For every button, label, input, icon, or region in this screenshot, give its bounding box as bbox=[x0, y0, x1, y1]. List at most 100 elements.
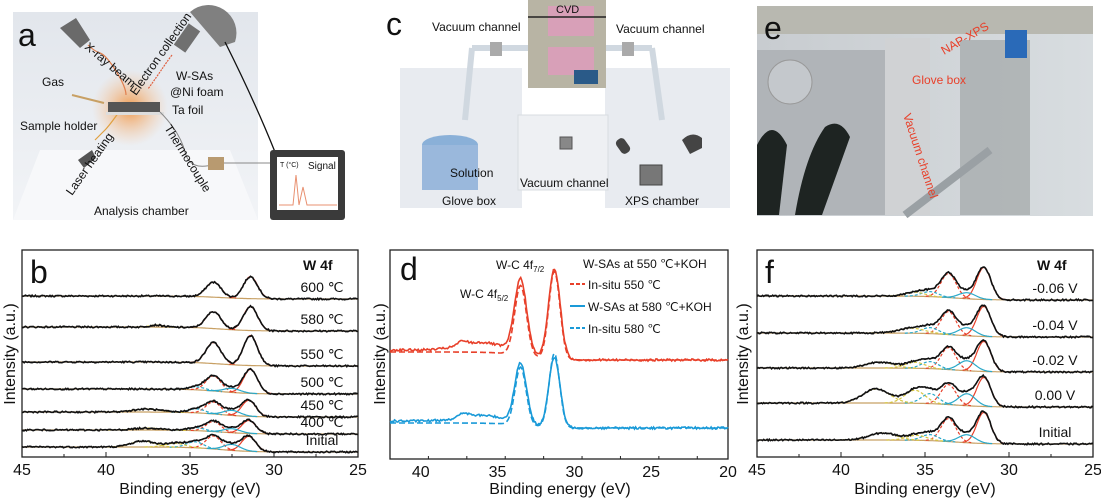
label-glove-box: Glove box bbox=[442, 194, 496, 208]
label-vacuum-channel-middle: Vacuum channel bbox=[520, 176, 609, 190]
envelope-fit-line bbox=[22, 305, 358, 332]
envelope-fit-line bbox=[22, 419, 358, 435]
fit-component-peak bbox=[904, 434, 956, 443]
label-vacuum-channel-right: Vacuum channel bbox=[616, 22, 705, 36]
series-line bbox=[389, 268, 729, 363]
panel-letter-e: e bbox=[764, 10, 782, 46]
label-cvd: CVD bbox=[556, 4, 579, 16]
y-axis-label: Intensity (a.u.) bbox=[372, 303, 389, 404]
fit-component-peak bbox=[925, 272, 972, 300]
glove-box-side-panel bbox=[885, 38, 930, 215]
series-line bbox=[390, 269, 728, 361]
label-temperature: T (°C) bbox=[280, 161, 299, 169]
fit-component-peak bbox=[171, 386, 222, 393]
solution-beaker-icon bbox=[422, 145, 478, 190]
x-tick-label: 35 bbox=[916, 462, 934, 479]
label-vacuum-channel-left: Vacuum channel bbox=[432, 20, 521, 34]
cvd-control-panel bbox=[574, 70, 598, 84]
label-ta-foil: Ta foil bbox=[172, 103, 203, 117]
fit-component-peak bbox=[941, 393, 993, 408]
series-label: 500 ℃ bbox=[301, 374, 344, 390]
series-label: Initial bbox=[1039, 424, 1072, 440]
series-line bbox=[389, 357, 729, 431]
envelope-fit-line bbox=[757, 304, 1093, 338]
panel-c-schematic: c Vacuum channel Vacuum channel CVD Solu… bbox=[386, 0, 730, 208]
fit-component-peak bbox=[925, 383, 972, 407]
xps-analyzer-icon bbox=[682, 134, 702, 154]
x-tick-label: 45 bbox=[13, 462, 31, 479]
annotation-wc-4f52: W-C 4f5/2 bbox=[460, 287, 509, 303]
fit-component-peak bbox=[190, 401, 237, 417]
annotation-wc-4f72: W-C 4f7/2 bbox=[496, 258, 545, 274]
chart-panel-b: b W 4f Binding energy (eV) Intensity (a.… bbox=[2, 249, 367, 498]
chamber-floor bbox=[13, 150, 258, 220]
fit-component-peak bbox=[884, 291, 944, 298]
legend: W-SAs at 550 ℃+KOH In-situ 550 ℃ W-SAs a… bbox=[570, 257, 712, 336]
sample-holder-shape bbox=[108, 102, 160, 114]
thermocouple-connector bbox=[208, 157, 224, 170]
cvd-heater-top bbox=[548, 6, 594, 36]
electron-beam-line bbox=[147, 54, 173, 90]
label-wsas: W-SAs bbox=[176, 69, 213, 83]
fit-component-peak bbox=[190, 435, 237, 452]
series-label: 550 ℃ bbox=[301, 346, 344, 362]
label-gas: Gas bbox=[42, 75, 64, 89]
x-axis-label: Binding energy (eV) bbox=[489, 481, 630, 498]
envelope-fit-line bbox=[22, 334, 358, 367]
fit-component-peak bbox=[190, 421, 237, 434]
gas-arrow bbox=[71, 94, 105, 104]
x-tick-label: 20 bbox=[719, 464, 737, 481]
chart-title: W 4f bbox=[303, 257, 333, 273]
x-tick-label: 25 bbox=[642, 464, 660, 481]
y-axis-label: Intensity (a.u.) bbox=[735, 303, 752, 404]
fit-component-peak bbox=[962, 266, 1006, 301]
fit-component-peak bbox=[941, 360, 993, 373]
fit-component-peak bbox=[941, 327, 993, 338]
left-valve-icon bbox=[490, 42, 502, 56]
glove-right bbox=[795, 123, 850, 215]
glove-port-window bbox=[767, 59, 813, 105]
analyzer-nozzle-icon bbox=[173, 23, 201, 53]
electron-analyzer-icon bbox=[190, 5, 237, 48]
legend-label: In-situ 550 ℃ bbox=[588, 278, 661, 292]
panel-a-schematic: a X-ray beam Electron collection Gas W-S… bbox=[13, 5, 345, 220]
label-ni-foam: @Ni foam bbox=[170, 85, 224, 99]
x-tick-label: 25 bbox=[1084, 462, 1101, 479]
nap-xps-instrument bbox=[960, 40, 1030, 215]
xray-source-icon bbox=[60, 18, 90, 48]
label-solution: Solution bbox=[450, 166, 493, 180]
panel-e-photo: e NAP-XPS Glove box Vacuum channel bbox=[757, 6, 1093, 219]
laser-source-icon bbox=[78, 150, 96, 168]
fit-component-peak bbox=[206, 387, 258, 395]
x-tick-label: 25 bbox=[349, 462, 367, 479]
xps-chamber-shape bbox=[605, 68, 730, 208]
label-signal: Signal bbox=[308, 161, 336, 172]
chart-title: W 4f bbox=[1037, 257, 1067, 273]
fit-component-peak bbox=[904, 360, 956, 371]
fit-component-peak bbox=[206, 409, 258, 418]
left-vacuum-pipe bbox=[462, 47, 475, 121]
series-label: Initial bbox=[306, 432, 339, 448]
envelope-fit-line bbox=[22, 399, 358, 418]
x-tick-label: 40 bbox=[832, 462, 850, 479]
ta-foil-shape bbox=[106, 112, 164, 115]
sample-transfer-icon bbox=[559, 136, 573, 150]
legend-label: W-SAs at 550 ℃+KOH bbox=[583, 257, 707, 271]
fit-component-peak bbox=[925, 346, 972, 372]
panel-letter-f: f bbox=[765, 254, 774, 290]
fit-component-peak bbox=[144, 442, 204, 449]
plot-frame bbox=[389, 249, 729, 460]
raw-spectrum-line bbox=[756, 373, 1094, 409]
vacuum-channel-pipe bbox=[902, 146, 993, 219]
panel-letter-a: a bbox=[18, 17, 36, 53]
x-tick-label: 30 bbox=[565, 464, 583, 481]
fit-component-peak bbox=[169, 441, 221, 450]
fit-component-peak bbox=[904, 291, 956, 299]
envelope-fit-line bbox=[757, 339, 1093, 373]
fit-component-peak bbox=[884, 389, 944, 405]
xps-source-icon bbox=[615, 138, 631, 154]
x-tick-label: 30 bbox=[1000, 462, 1018, 479]
series-label: 450 ℃ bbox=[301, 397, 344, 413]
x-tick-label: 35 bbox=[181, 462, 199, 479]
fit-component-peak bbox=[962, 411, 1006, 445]
